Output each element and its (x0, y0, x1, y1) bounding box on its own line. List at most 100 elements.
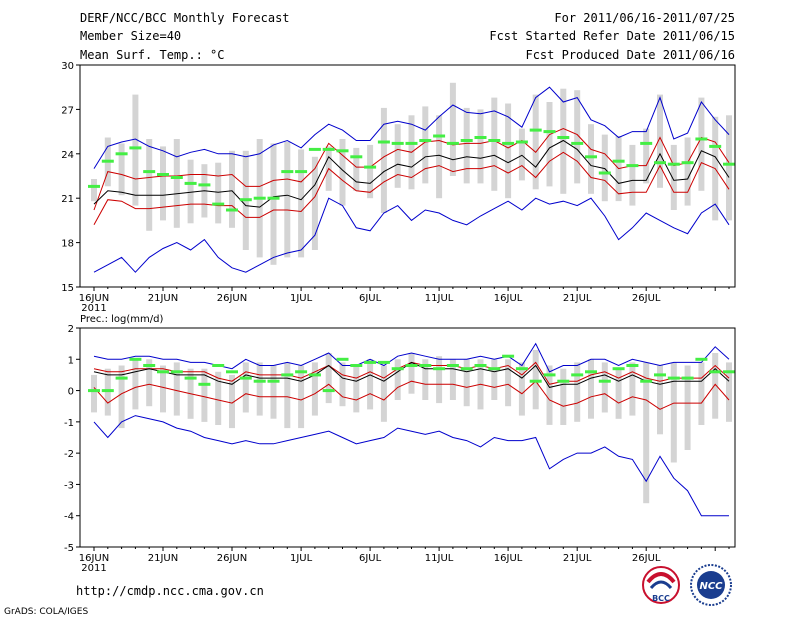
member-size: Member Size=40 (80, 29, 181, 43)
temp-ensemble-box (298, 149, 305, 258)
prec-x-tick-label: 26JUL (632, 553, 661, 564)
temp-x-tick-label: 26JUL (632, 293, 661, 304)
temp-ensemble-box (311, 156, 318, 250)
temp-ensemble-box (229, 150, 235, 228)
temp-ensemble-box (132, 94, 139, 206)
prec-x-tick-label: 26JUN (217, 553, 247, 564)
variable-label: Mean Surf. Temp.: °C (80, 48, 225, 62)
temp-ensemble-box (491, 97, 498, 191)
prec-ensemble-box (325, 353, 332, 404)
temp-ensemble-box (436, 115, 443, 199)
prec-ensemble-box (339, 362, 346, 407)
prec-ensemble-box (270, 365, 277, 419)
prec-x-tick-label: 21JUN (148, 553, 178, 564)
prec-ensemble-box (532, 349, 539, 410)
prec-ensemble-box (104, 368, 111, 416)
prec-ensemble-box (670, 362, 677, 463)
prec-ensemble-box (560, 368, 567, 425)
temp-ensemble-box (532, 94, 539, 190)
temp-y-tick-label: 30 (61, 61, 74, 72)
precipitation-panel: -5 -4 -3 -2 -1 0 1 2 16JUN 21JUN 26JUN 1JUL 6JUL 11JU… (64, 324, 736, 574)
temp-y-tick-label: 18 (61, 239, 74, 250)
temp-quartile-line-lower (93, 151, 730, 226)
temp-extreme-line-b (93, 86, 730, 169)
temp-x-tick-label: 11JUL (425, 293, 454, 304)
temp-y-tick-label: 24 (61, 150, 74, 161)
prec-ensemble-box (215, 371, 222, 425)
temp-ensemble-box (601, 134, 608, 202)
forecast-start-date: Fcst Started Refer Date 2011/06/15 (489, 29, 735, 43)
temp-ensemble-box (726, 115, 732, 221)
prec-panel-title: Prec.: log(mm/d) (80, 314, 163, 325)
prec-x-tick-label: 6JUL (359, 553, 382, 564)
prec-ensemble-box (546, 365, 553, 425)
prec-ensemble-box (726, 362, 732, 422)
prec-median-line (93, 361, 730, 388)
prec-ensemble-box (518, 362, 525, 416)
temp-y-tick-label: 21 (61, 194, 74, 205)
temperature-panel: 15 18 21 24 27 30 16JUN 21JUN 26JUN 1JUL 6JUL 11JUL… (61, 61, 736, 314)
temp-y-tick-label: 15 (61, 283, 74, 294)
prec-ensemble-box (698, 362, 705, 425)
temp-ensemble-box (574, 90, 581, 184)
prec-x-tick-label: 21JUL (563, 553, 592, 564)
temp-ensemble-box (270, 143, 277, 265)
prec-y-tick-label: -1 (64, 418, 74, 429)
temp-ensemble-box (670, 144, 677, 210)
bcc-logo-text: BCC (652, 594, 670, 603)
temp-x-tick-label: 26JUN (217, 293, 247, 304)
bcc-logo: BCC (642, 566, 680, 604)
temp-x-year-label: 2011 (81, 303, 106, 314)
prec-ensemble-box (422, 359, 429, 400)
prec-plot-frame (79, 327, 736, 548)
prec-ensemble-box (201, 368, 208, 422)
temp-ensemble-box (187, 159, 194, 224)
temp-ensemble-box (422, 106, 429, 184)
prec-y-tick-label: -2 (64, 449, 74, 460)
temp-ensemble-box (118, 143, 125, 196)
prec-x-tick-label: 11JUL (425, 553, 454, 564)
temp-x-tick-label: 6JUL (359, 293, 382, 304)
prec-ensemble-box (408, 353, 415, 394)
temp-ensemble-box (629, 144, 636, 206)
prec-x-tick-label: 16JUN (79, 553, 109, 564)
ncc-logo: NCC (690, 564, 732, 606)
temp-ensemble-box (477, 109, 484, 184)
temp-ensemble-box (560, 88, 567, 194)
temp-ensemble-box (657, 94, 663, 188)
prec-ensemble-box (394, 359, 401, 400)
prec-ensemble-box (132, 359, 139, 410)
prec-ensemble-box (505, 359, 512, 407)
prec-extreme-line-b (93, 415, 729, 517)
temp-ensemble-box (146, 139, 153, 231)
temp-x-tick-label: 16JUN (79, 293, 109, 304)
temp-ensemble-box (684, 137, 691, 206)
prec-extreme-line-a (93, 342, 730, 373)
temp-ensemble-box (394, 124, 401, 188)
website-link[interactable]: http://cmdp.ncc.cma.gov.cn (76, 584, 264, 598)
temp-ensemble-box (160, 146, 166, 221)
prec-ensemble-box (436, 356, 443, 404)
prec-ensemble-box (298, 365, 305, 429)
prec-ensemble-box (146, 359, 153, 407)
temp-x-tick-label: 16JUL (494, 293, 523, 304)
prec-y-tick-label: -3 (64, 480, 74, 491)
temp-ensemble-box (380, 107, 387, 213)
grads-credit: GrADS: COLA/IGES (4, 607, 88, 617)
temp-ensemble-box (339, 139, 346, 206)
prec-x-year-label: 2011 (81, 563, 106, 574)
prec-ensemble-box (242, 362, 249, 413)
prec-y-tick-label: -4 (64, 512, 74, 523)
temp-ensemble-box (588, 124, 594, 194)
temp-y-tick-label: 27 (61, 105, 74, 116)
prec-ensemble-box (684, 365, 691, 450)
prec-ensemble-box (256, 362, 263, 416)
temp-ensemble-box (546, 102, 553, 187)
prec-ensemble-box (367, 359, 374, 410)
prec-y-tick-label: 1 (68, 355, 74, 366)
ncc-logo-text: NCC (699, 581, 723, 592)
prec-ensemble-box (118, 365, 125, 429)
temp-ensemble-box (367, 144, 374, 199)
temp-x-tick-label: 21JUL (563, 293, 592, 304)
